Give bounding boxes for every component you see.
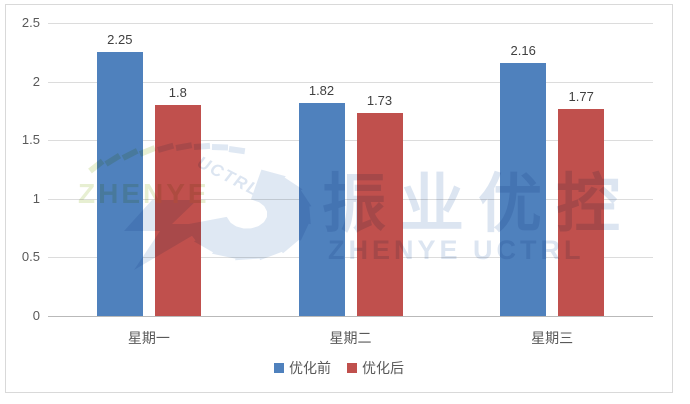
gridline xyxy=(48,140,653,142)
gridline xyxy=(48,198,653,200)
bar-优化后-星期二 xyxy=(356,113,403,316)
y-tick-label: 0.5 xyxy=(21,249,40,265)
x-tick-label: 星期一 xyxy=(127,330,170,346)
legend: 优化前 优化后 xyxy=(6,358,672,378)
gridline xyxy=(48,257,653,259)
legend-label: 优化后 xyxy=(362,360,404,376)
y-tick-label: 2 xyxy=(32,73,40,89)
x-axis-labels: 星期一 星期二 星期三 xyxy=(48,328,653,348)
plot-area: 2.25 1.8 1.82 1.73 2.16 1.77 xyxy=(48,23,653,317)
y-tick-label: 1 xyxy=(32,190,40,206)
y-tick-label: 1.5 xyxy=(21,132,40,148)
bar-value-label: 2.25 xyxy=(107,32,133,48)
y-axis-labels: 0 0.5 1 1.5 2 2.5 xyxy=(0,0,40,340)
legend-label: 优化前 xyxy=(289,360,331,376)
legend-swatch xyxy=(274,363,284,373)
bar-优化后-星期三 xyxy=(558,108,605,316)
bar-优化后-星期一 xyxy=(154,105,201,316)
x-axis-line xyxy=(48,316,653,317)
bar-value-label: 1.82 xyxy=(308,82,335,98)
gridline xyxy=(48,81,653,83)
bar-优化前-星期二 xyxy=(298,102,345,316)
legend-swatch xyxy=(347,363,357,373)
bar-value-label: 1.77 xyxy=(568,88,594,104)
bar-value-label: 2.16 xyxy=(510,42,536,58)
gridline xyxy=(48,23,653,24)
y-tick-label: 2.5 xyxy=(21,15,40,30)
x-tick-label: 星期二 xyxy=(329,330,372,346)
x-tick-label: 星期三 xyxy=(531,330,574,346)
bar-value-label: 1.8 xyxy=(168,85,187,101)
bar-优化前-星期三 xyxy=(500,62,547,316)
bar-value-label: 1.73 xyxy=(366,93,393,109)
bar-优化前-星期一 xyxy=(96,52,143,316)
legend-item-优化前: 优化前 xyxy=(274,358,331,378)
y-tick-label: 0 xyxy=(32,308,40,323)
legend-item-优化后: 优化后 xyxy=(347,358,404,378)
